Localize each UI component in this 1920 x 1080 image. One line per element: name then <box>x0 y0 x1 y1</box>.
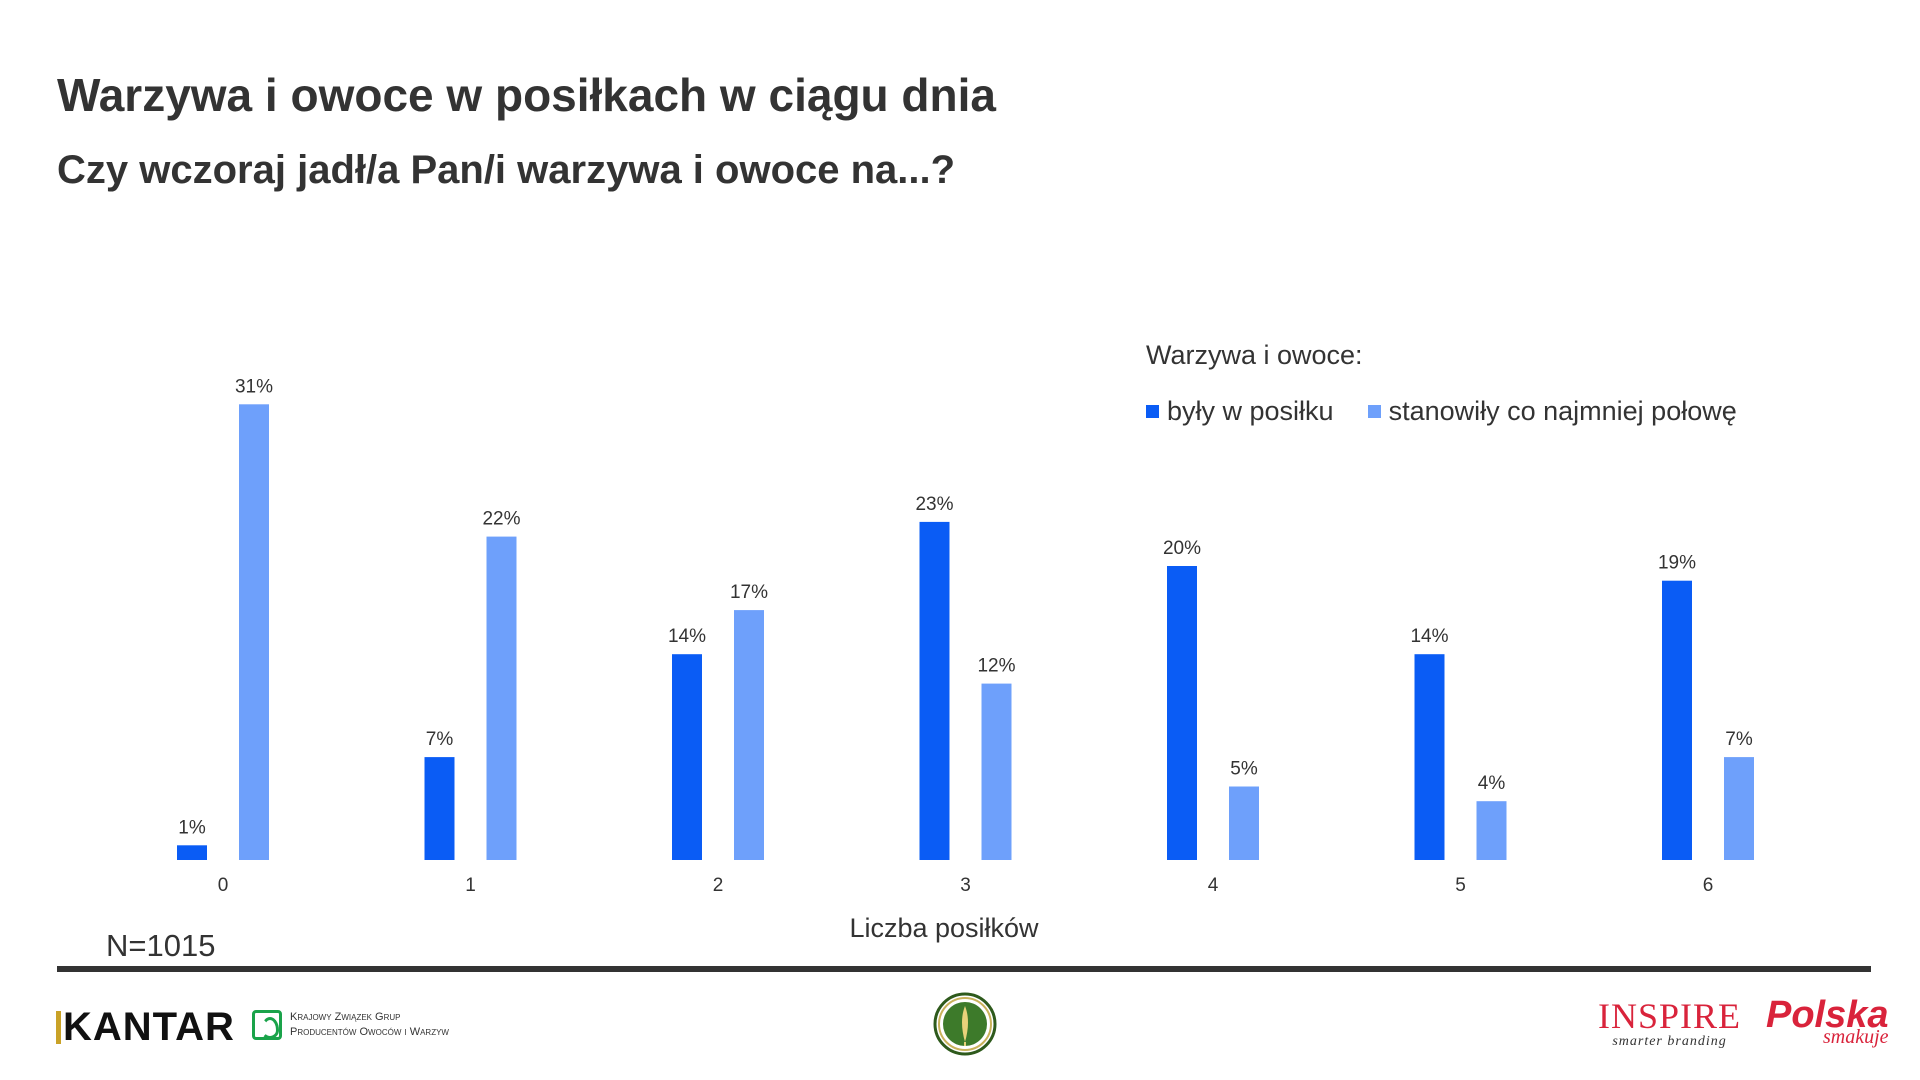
sample-size-note: N=1015 <box>106 928 216 963</box>
data-label-series-2-cat-5: 4% <box>1478 773 1506 794</box>
x-tick-label-0: 0 <box>218 875 229 896</box>
data-label-series-2-cat-2: 17% <box>730 582 768 603</box>
data-label-series-1-cat-5: 14% <box>1410 626 1448 647</box>
x-tick-label-6: 6 <box>1703 875 1714 896</box>
bar-series-1-cat-5 <box>1414 654 1445 860</box>
footer-divider <box>57 966 1871 972</box>
bar-series-1-cat-0 <box>177 845 207 860</box>
polska-smakuje-logo: Polska smakuje <box>1766 996 1889 1049</box>
bar-chart: 1% 31% 0 7% 22% 1 14% 17% 2 23% 12% 3 20% 5% 4 14% 4% 5 19… <box>177 376 1754 943</box>
data-label-series-2-cat-6: 7% <box>1725 729 1753 750</box>
data-label-series-2-cat-1: 22% <box>482 509 520 530</box>
legend: były w posiłku stanowiły co najmniej poł… <box>1146 396 1771 427</box>
data-label-series-1-cat-4: 20% <box>1163 538 1201 559</box>
kzgpow-line-2: Producentów Owoców i Warzyw <box>290 1026 449 1038</box>
kzgpow-logo-icon <box>252 1010 282 1040</box>
bar-series-1-cat-6 <box>1662 580 1692 860</box>
bar-series-2-cat-2 <box>734 610 764 860</box>
data-label-series-1-cat-2: 14% <box>668 626 706 647</box>
inspire-logo-text: INSPIRE <box>1598 996 1742 1036</box>
kantar-logo: KANTAR <box>56 1005 235 1050</box>
chart-title: Warzywa i owoce w posiłkach w ciągu dnia <box>57 69 996 121</box>
kantar-logo-mark <box>56 1011 61 1044</box>
kzgpow-logo-text: Krajowy Związek Grup Producentów Owoców … <box>290 1010 449 1040</box>
data-label-series-2-cat-0: 31% <box>235 376 273 397</box>
data-label-series-2-cat-4: 5% <box>1230 759 1258 780</box>
kzgpow-logo: Krajowy Związek Grup Producentów Owoców … <box>252 1010 449 1040</box>
polska-logo-text: Polska <box>1766 994 1889 1036</box>
ministry-seal-icon <box>933 992 997 1056</box>
kantar-logo-text: KANTAR <box>63 1005 235 1049</box>
data-label-series-1-cat-1: 7% <box>426 729 454 750</box>
x-tick-label-3: 3 <box>960 875 971 896</box>
legend-item-series-2: stanowiły co najmniej połowę <box>1367 396 1737 427</box>
data-label-series-1-cat-6: 19% <box>1658 553 1696 574</box>
bar-series-2-cat-6 <box>1724 757 1754 860</box>
bar-series-1-cat-1 <box>424 757 455 860</box>
polska-logo-tagline: smakuje <box>1822 1026 1889 1048</box>
inspire-tagline: smarter branding <box>1612 1034 1727 1049</box>
x-tick-label-2: 2 <box>713 875 724 896</box>
bar-series-2-cat-0 <box>239 404 269 860</box>
legend-item-series-1: były w posiłku <box>1146 396 1334 427</box>
chart-subtitle: Czy wczoraj jadł/a Pan/i warzywa i owoce… <box>57 148 956 192</box>
bar-series-2-cat-5 <box>1476 801 1507 860</box>
bar-series-2-cat-4 <box>1229 786 1259 860</box>
data-label-series-1-cat-0: 1% <box>178 817 206 838</box>
legend-label-series-2: stanowiły co najmniej połowę <box>1388 396 1737 426</box>
bar-series-2-cat-1 <box>486 536 517 860</box>
kzgpow-line-1: Krajowy Związek Grup <box>290 1011 401 1023</box>
legend-label-series-1: były w posiłku <box>1167 396 1334 426</box>
x-tick-label-5: 5 <box>1455 875 1466 896</box>
bar-series-1-cat-2 <box>672 654 702 860</box>
x-axis-label: Liczba posiłków <box>849 913 1039 943</box>
x-tick-label-4: 4 <box>1208 875 1219 896</box>
bar-series-1-cat-3 <box>919 521 950 860</box>
legend-swatch-series-2 <box>1367 405 1381 418</box>
bar-series-1-cat-4 <box>1167 566 1197 860</box>
legend-title: Warzywa i owoce: <box>1146 340 1363 370</box>
legend-swatch-series-1 <box>1146 405 1159 418</box>
data-label-series-1-cat-3: 23% <box>915 494 953 515</box>
inspire-logo: INSPIRE smarter branding <box>1598 998 1741 1050</box>
x-tick-label-1: 1 <box>465 875 476 896</box>
data-label-series-2-cat-3: 12% <box>977 656 1015 677</box>
bar-series-2-cat-3 <box>981 683 1012 860</box>
